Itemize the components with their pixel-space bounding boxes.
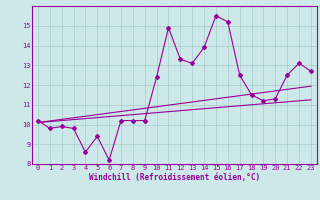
X-axis label: Windchill (Refroidissement éolien,°C): Windchill (Refroidissement éolien,°C): [89, 173, 260, 182]
